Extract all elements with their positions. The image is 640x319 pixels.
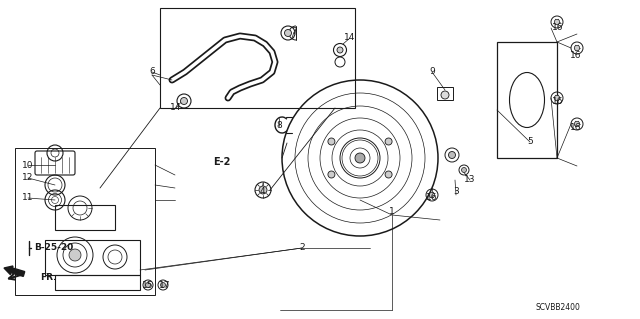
Text: 14: 14	[170, 103, 182, 113]
Bar	[160, 8, 355, 108]
Text: 5: 5	[527, 137, 533, 146]
Text: SCVBB2400: SCVBB2400	[535, 303, 580, 313]
Text: 4: 4	[259, 188, 265, 197]
Text: FR.: FR.	[40, 273, 56, 283]
Text: 10: 10	[22, 160, 34, 169]
Circle shape	[337, 47, 343, 53]
Circle shape	[554, 95, 560, 101]
Circle shape	[259, 186, 267, 194]
Circle shape	[385, 138, 392, 145]
Circle shape	[355, 153, 365, 163]
Circle shape	[461, 167, 467, 173]
Circle shape	[574, 45, 580, 51]
Text: 13: 13	[464, 175, 476, 184]
Text: 17: 17	[159, 281, 171, 291]
Circle shape	[429, 192, 435, 198]
Circle shape	[449, 152, 456, 159]
Text: 3: 3	[453, 188, 459, 197]
Text: 12: 12	[22, 174, 34, 182]
Text: 8: 8	[276, 122, 282, 130]
Text: 15: 15	[142, 281, 154, 291]
Text: E-2: E-2	[213, 157, 230, 167]
Text: 6: 6	[149, 68, 155, 77]
Circle shape	[385, 171, 392, 178]
Text: 16: 16	[552, 98, 564, 107]
Circle shape	[161, 283, 166, 287]
Circle shape	[441, 91, 449, 99]
Circle shape	[69, 249, 81, 261]
Circle shape	[328, 171, 335, 178]
Text: B-25-20: B-25-20	[34, 243, 73, 253]
FancyArrow shape	[4, 266, 25, 276]
Text: 1: 1	[389, 207, 395, 217]
Text: 9: 9	[429, 68, 435, 77]
Bar	[55, 275, 140, 290]
Text: 16: 16	[552, 24, 564, 33]
Bar	[45, 240, 140, 275]
Circle shape	[180, 98, 188, 105]
Text: 2: 2	[299, 243, 305, 253]
Text: 11: 11	[22, 194, 34, 203]
Bar	[55, 205, 115, 230]
Bar	[15, 148, 155, 295]
Text: 16: 16	[570, 50, 582, 60]
Circle shape	[328, 138, 335, 145]
Text: 16: 16	[570, 123, 582, 132]
Text: 16: 16	[426, 194, 438, 203]
Text: 14: 14	[344, 33, 356, 42]
Bar	[437, 87, 453, 100]
Text: 7: 7	[291, 27, 297, 36]
Circle shape	[285, 29, 291, 36]
Circle shape	[574, 121, 580, 127]
Circle shape	[554, 19, 560, 25]
Bar	[497, 42, 557, 158]
Circle shape	[145, 283, 150, 287]
